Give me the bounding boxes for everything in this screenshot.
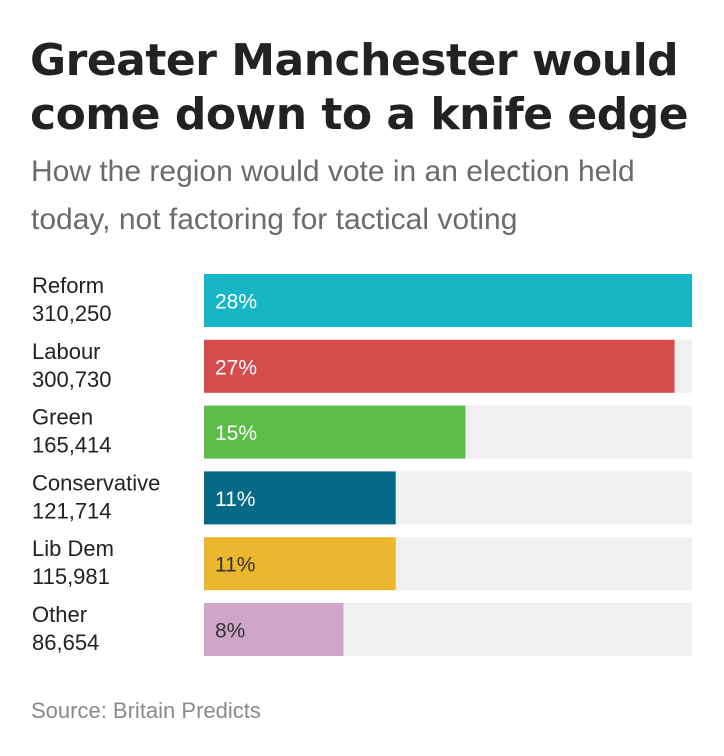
bar-row-conservative: 11% Conservative 121,714 bbox=[32, 470, 692, 525]
category-label: Other bbox=[32, 602, 87, 627]
bar bbox=[204, 537, 396, 591]
category-label: Reform bbox=[32, 273, 104, 298]
category-label: Lib Dem bbox=[32, 536, 114, 561]
bar-value-label: 28% bbox=[215, 291, 257, 314]
bar-value-label: 15% bbox=[215, 422, 257, 445]
vote-count-label: 86,654 bbox=[32, 630, 99, 655]
category-label: Labour bbox=[32, 339, 101, 364]
bar bbox=[204, 405, 466, 459]
bar bbox=[204, 274, 692, 327]
bar-row-lib-dem: 11% Lib Dem 115,981 bbox=[32, 536, 692, 591]
bar bbox=[204, 471, 396, 525]
category-label: Conservative bbox=[32, 470, 160, 495]
vote-count-label: 310,250 bbox=[32, 301, 112, 326]
bar-value-label: 27% bbox=[215, 356, 257, 379]
bar-value-label: 8% bbox=[215, 620, 245, 643]
bar-row-labour: 27% Labour 300,730 bbox=[32, 339, 692, 393]
vote-count-label: 115,981 bbox=[32, 564, 110, 589]
vote-count-label: 300,730 bbox=[32, 367, 112, 392]
bar bbox=[204, 339, 675, 393]
bar-value-label: 11% bbox=[215, 488, 255, 511]
source-note: Source: Britain Predicts bbox=[31, 698, 261, 723]
bar-row-reform: 28% Reform 310,250 bbox=[32, 273, 692, 327]
chart-subtitle: How the region would vote in an election… bbox=[31, 155, 635, 236]
vote-count-label: 165,414 bbox=[32, 433, 112, 458]
bar-value-label: 11% bbox=[215, 554, 255, 577]
vote-count-label: 121,714 bbox=[32, 498, 112, 523]
category-label: Green bbox=[32, 405, 93, 430]
chart-title: Greater Manchester would come down to a … bbox=[30, 35, 689, 140]
bar-row-green: 15% Green 165,414 bbox=[32, 405, 692, 459]
bar bbox=[204, 603, 344, 656]
bar-row-other: 8% Other 86,654 bbox=[32, 602, 692, 656]
